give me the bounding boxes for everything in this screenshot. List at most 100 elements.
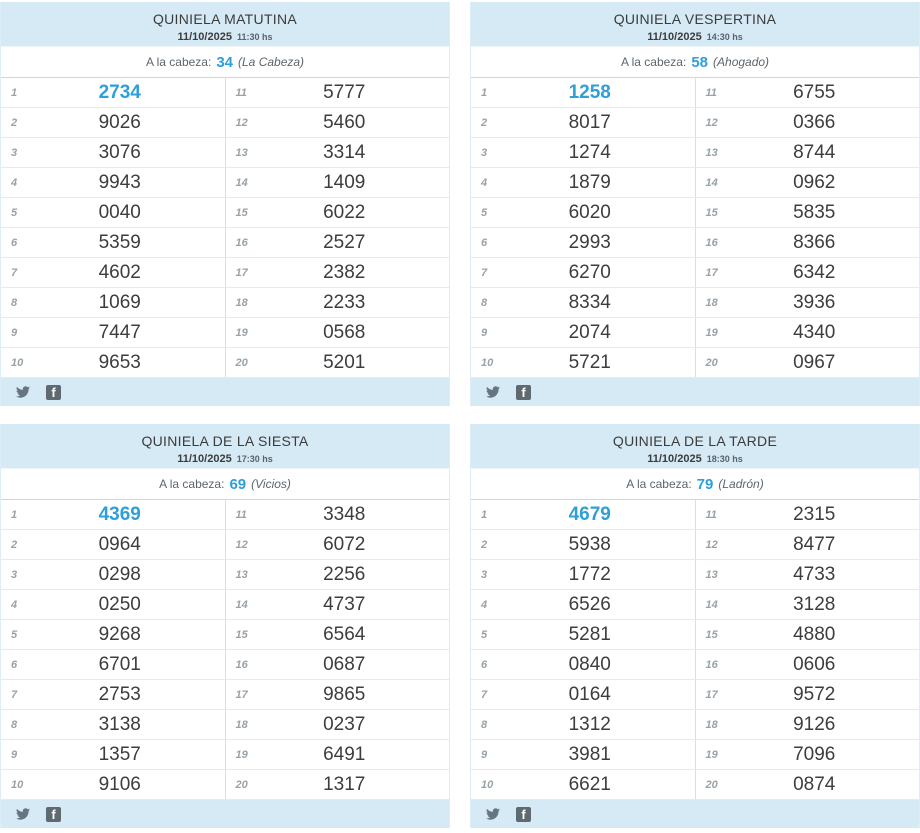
table-row: 2 8017 12 0366 — [471, 108, 919, 138]
row-left-half: 10 6621 — [471, 770, 696, 799]
cabeza-name: (Ahogado) — [713, 55, 770, 69]
position-label: 6 — [481, 236, 488, 249]
table-row: 8 8334 18 3936 — [471, 288, 919, 318]
twitter-icon[interactable] — [485, 807, 501, 821]
row-right-half: 17 9865 — [226, 680, 450, 709]
card-title: QUINIELA DE LA SIESTA — [141, 433, 309, 449]
position-label: 10 — [481, 778, 494, 791]
card-header: QUINIELA MATUTINA 11/10/2025 11:30 hs — [1, 2, 449, 46]
result-number: 9268 — [98, 623, 141, 645]
position-label: 14 — [705, 176, 718, 189]
facebook-icon[interactable]: f — [516, 806, 531, 822]
position-label: 4 — [481, 176, 488, 189]
cabeza-label: A la cabeza: — [626, 477, 692, 491]
table-row: 9 2074 19 4340 — [471, 318, 919, 348]
result-number: 0040 — [98, 201, 141, 223]
result-number: 5460 — [323, 111, 366, 133]
result-number: 9653 — [98, 351, 141, 373]
row-left-half: 8 1312 — [471, 710, 696, 739]
position-label: 20 — [235, 778, 248, 791]
position-label: 2 — [481, 538, 488, 551]
position-label: 8 — [481, 296, 488, 309]
position-label: 1 — [481, 508, 488, 521]
row-right-half: 19 7096 — [696, 740, 920, 769]
card-footer: f — [1, 800, 449, 828]
table-row: 1 1258 11 6755 — [471, 78, 919, 108]
result-number: 6342 — [793, 261, 836, 283]
draw-time: 18:30 hs — [706, 454, 743, 464]
row-right-half: 15 6564 — [226, 620, 450, 649]
position-label: 1 — [481, 86, 488, 99]
table-row: 5 0040 15 6022 — [1, 198, 449, 228]
table-row: 7 2753 17 9865 — [1, 680, 449, 710]
twitter-icon[interactable] — [15, 385, 31, 399]
row-right-half: 17 2382 — [226, 258, 450, 287]
cabeza-number: 79 — [696, 475, 714, 493]
row-right-half: 20 5201 — [226, 348, 450, 377]
row-right-half: 13 4733 — [696, 560, 920, 589]
result-number: 1258 — [568, 81, 611, 103]
table-row: 10 5721 20 0967 — [471, 348, 919, 378]
row-right-half: 11 5777 — [226, 78, 450, 107]
result-number: 6755 — [793, 81, 836, 103]
table-row: 4 0250 14 4737 — [1, 590, 449, 620]
card-footer: f — [1, 378, 449, 406]
twitter-icon[interactable] — [485, 385, 501, 399]
result-number: 4880 — [793, 623, 836, 645]
twitter-bird-glyph — [486, 808, 500, 820]
position-label: 19 — [705, 326, 718, 339]
position-label: 17 — [235, 266, 248, 279]
card-title: QUINIELA DE LA TARDE — [612, 433, 778, 449]
result-number: 6621 — [568, 773, 611, 795]
twitter-bird-glyph — [16, 386, 30, 398]
draw-time: 17:30 hs — [236, 454, 273, 464]
row-right-half: 15 6022 — [226, 198, 450, 227]
row-right-half: 16 0687 — [226, 650, 450, 679]
facebook-icon[interactable]: f — [46, 384, 61, 400]
position-label: 20 — [705, 778, 718, 791]
result-number: 2256 — [323, 563, 366, 585]
card-header: QUINIELA DE LA TARDE 11/10/2025 18:30 hs — [471, 424, 919, 468]
position-label: 5 — [11, 206, 18, 219]
row-left-half: 4 9943 — [1, 168, 226, 197]
cabeza-name: (La Cabeza) — [238, 55, 305, 69]
row-right-half: 20 0874 — [696, 770, 920, 799]
table-row: 8 1312 18 9126 — [471, 710, 919, 740]
result-number: 6526 — [568, 593, 611, 615]
table-row: 3 3076 13 3314 — [1, 138, 449, 168]
position-label: 16 — [235, 658, 248, 671]
card-footer: f — [471, 800, 919, 828]
facebook-icon[interactable]: f — [46, 806, 61, 822]
position-label: 9 — [481, 326, 488, 339]
row-right-half: 18 2233 — [226, 288, 450, 317]
position-label: 4 — [481, 598, 488, 611]
result-number: 3981 — [568, 743, 611, 765]
results-table: 1 2734 11 5777 2 9026 12 5460 3 3076 13 3314 4 9943 14… — [1, 78, 449, 378]
cabeza-row: A la cabeza: 79 (Ladrón) — [471, 468, 919, 500]
row-right-half: 20 1317 — [226, 770, 450, 799]
table-row: 4 9943 14 1409 — [1, 168, 449, 198]
card-date: 11/10/2025 11:30 hs — [1, 31, 449, 43]
results-table: 1 4679 11 2315 2 5938 12 8477 3 1772 13 4733 4 6526 14… — [471, 500, 919, 800]
position-label: 3 — [481, 568, 488, 581]
result-number: 5777 — [323, 81, 366, 103]
position-label: 4 — [11, 598, 18, 611]
position-label: 18 — [235, 718, 248, 731]
position-label: 11 — [705, 508, 717, 521]
row-left-half: 1 4369 — [1, 500, 226, 529]
result-number: 6491 — [323, 743, 366, 765]
row-left-half: 7 6270 — [471, 258, 696, 287]
row-right-half: 14 3128 — [696, 590, 920, 619]
position-label: 13 — [235, 568, 248, 581]
position-label: 19 — [235, 748, 248, 761]
result-number: 7447 — [98, 321, 141, 343]
result-number: 0568 — [323, 321, 366, 343]
facebook-icon[interactable]: f — [516, 384, 531, 400]
result-number: 0840 — [568, 653, 611, 675]
row-left-half: 6 5359 — [1, 228, 226, 257]
cabeza-label: A la cabeza: — [620, 55, 687, 69]
result-number: 3128 — [793, 593, 836, 615]
position-label: 17 — [705, 266, 718, 279]
twitter-icon[interactable] — [15, 807, 31, 821]
